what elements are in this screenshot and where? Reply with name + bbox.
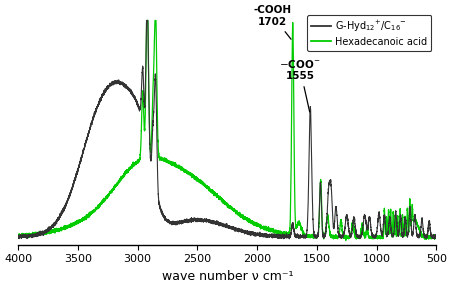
Legend: G-Hyd$_{12}$$^{+}$/C$_{16}$$^{-}$, Hexadecanoic acid: G-Hyd$_{12}$$^{+}$/C$_{16}$$^{-}$, Hexad…: [307, 15, 432, 51]
Text: -COOH
1702: -COOH 1702: [253, 5, 292, 39]
Text: $-$COO$^{-}$
1555: $-$COO$^{-}$ 1555: [280, 58, 321, 112]
X-axis label: wave number ν cm⁻¹: wave number ν cm⁻¹: [161, 270, 293, 283]
